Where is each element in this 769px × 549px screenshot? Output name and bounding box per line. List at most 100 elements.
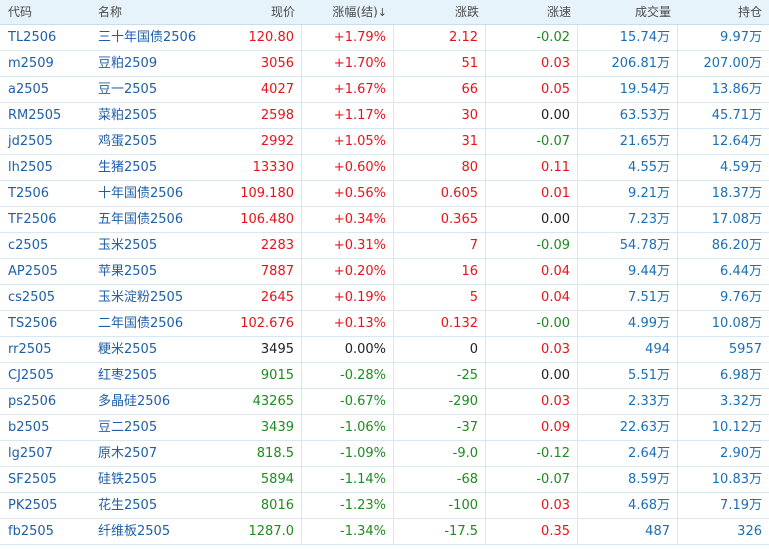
header-pct-change[interactable]: 涨幅(结)↓ [302, 0, 394, 24]
table-row[interactable]: CJ2505 红枣2505 9015 -0.28% -25 0.00 5.51万 6.98万 [0, 363, 769, 389]
name-cell: 十年国债2506 [98, 186, 184, 201]
pct-change-cell: +0.13% [302, 311, 394, 336]
price-cell: 7887 [210, 259, 302, 284]
price-cell: 1287.0 [210, 519, 302, 544]
code-cell: jd2505 [8, 134, 53, 149]
price-cell: 2645 [210, 285, 302, 310]
speed-cell: 0.11 [486, 155, 578, 180]
price-cell: 9015 [210, 363, 302, 388]
table-row[interactable]: jd2505 鸡蛋2505 2992 +1.05% 31 -0.07 21.65万 12.64… [0, 129, 769, 155]
change-cell: 51 [394, 51, 486, 76]
volume-cell: 9.21万 [578, 181, 678, 206]
change-cell: -100 [394, 493, 486, 518]
name-cell: 硅铁2505 [98, 472, 158, 487]
volume-cell: 54.78万 [578, 233, 678, 258]
change-cell: -37 [394, 415, 486, 440]
name-cell: 三十年国债2506 [98, 30, 197, 45]
header-open-interest[interactable]: 持仓 [737, 5, 762, 19]
header-price[interactable]: 现价 [270, 5, 295, 19]
volume-cell: 2.33万 [578, 389, 678, 414]
header-volume[interactable]: 成交量 [634, 5, 671, 19]
table-row[interactable]: rr2505 粳米2505 3495 0.00% 0 0.03 494 5957 [0, 337, 769, 363]
pct-change-cell: -0.28% [302, 363, 394, 388]
volume-cell: 4.55万 [578, 155, 678, 180]
table-row[interactable]: m2509 豆粕2509 3056 +1.70% 51 0.03 206.81万 207.00… [0, 51, 769, 77]
table-row[interactable]: PK2505 花生2505 8016 -1.23% -100 0.03 4.68万 7.19万 [0, 493, 769, 519]
price-cell: 120.80 [210, 25, 302, 50]
open-interest-cell: 6.44万 [720, 264, 762, 279]
table-row[interactable]: c2505 玉米2505 2283 +0.31% 7 -0.09 54.78万 86.20万 [0, 233, 769, 259]
table-row[interactable]: TL2506 三十年国债2506 120.80 +1.79% 2.12 -0.02 15.7… [0, 25, 769, 51]
table-row[interactable]: fb2505 纤维板2505 1287.0 -1.34% -17.5 0.35 487 326 [0, 519, 769, 545]
pct-change-cell: +0.56% [302, 181, 394, 206]
name-cell: 苹果2505 [98, 264, 158, 279]
table-row[interactable]: TS2506 二年国债2506 102.676 +0.13% 0.132 -0.00 4.9… [0, 311, 769, 337]
speed-cell: 0.03 [486, 337, 578, 362]
speed-cell: 0.00 [486, 103, 578, 128]
header-code[interactable]: 代码 [8, 5, 33, 19]
name-cell: 菜粕2505 [98, 108, 158, 123]
open-interest-cell: 9.97万 [720, 30, 762, 45]
header-change[interactable]: 涨跌 [454, 5, 479, 19]
header-speed[interactable]: 涨速 [546, 5, 571, 19]
price-cell: 4027 [210, 77, 302, 102]
code-cell: TL2506 [8, 30, 57, 45]
speed-cell: -0.07 [486, 129, 578, 154]
table-row[interactable]: RM2505 菜粕2505 2598 +1.17% 30 0.00 63.53万 45.71万 [0, 103, 769, 129]
price-cell: 102.676 [210, 311, 302, 336]
name-cell: 原木2507 [98, 446, 158, 461]
change-cell: -9.0 [394, 441, 486, 466]
open-interest-cell: 13.86万 [711, 82, 762, 97]
change-cell: -68 [394, 467, 486, 492]
code-cell: RM2505 [8, 108, 62, 123]
table-row[interactable]: cs2505 玉米淀粉2505 2645 +0.19% 5 0.04 7.51万 9.76万 [0, 285, 769, 311]
header-pct-label: 涨幅(结) [332, 5, 378, 19]
name-cell: 玉米2505 [98, 238, 158, 253]
volume-cell: 22.63万 [578, 415, 678, 440]
open-interest-cell: 45.71万 [711, 108, 762, 123]
table-row[interactable]: b2505 豆二2505 3439 -1.06% -37 0.09 22.63万 10.12万 [0, 415, 769, 441]
change-cell: 2.12 [394, 25, 486, 50]
table-row[interactable]: AP2505 苹果2505 7887 +0.20% 16 0.04 9.44万 6.44万 [0, 259, 769, 285]
pct-change-cell: +0.34% [302, 207, 394, 232]
header-name[interactable]: 名称 [98, 5, 123, 19]
code-cell: rr2505 [8, 342, 52, 357]
code-cell: TS2506 [8, 316, 58, 331]
volume-cell: 4.99万 [578, 311, 678, 336]
volume-cell: 63.53万 [578, 103, 678, 128]
table-row[interactable]: lh2505 生猪2505 13330 +0.60% 80 0.11 4.55万 4.59万 [0, 155, 769, 181]
open-interest-cell: 10.83万 [711, 472, 762, 487]
open-interest-cell: 4.59万 [720, 160, 762, 175]
pct-change-cell: -1.09% [302, 441, 394, 466]
table-row[interactable]: T2506 十年国债2506 109.180 +0.56% 0.605 0.01 9.21万… [0, 181, 769, 207]
table-row[interactable]: a2505 豆一2505 4027 +1.67% 66 0.05 19.54万 13.86万 [0, 77, 769, 103]
price-cell: 2992 [210, 129, 302, 154]
speed-cell: 0.03 [486, 51, 578, 76]
table-row[interactable]: ps2506 多晶硅2506 43265 -0.67% -290 0.03 2.33万 3.3… [0, 389, 769, 415]
price-cell: 3495 [210, 337, 302, 362]
price-cell: 2598 [210, 103, 302, 128]
name-cell: 粳米2505 [98, 342, 158, 357]
pct-change-cell: 0.00% [302, 337, 394, 362]
volume-cell: 8.59万 [578, 467, 678, 492]
change-cell: 0.605 [394, 181, 486, 206]
speed-cell: 0.00 [486, 207, 578, 232]
speed-cell: 0.03 [486, 389, 578, 414]
open-interest-cell: 10.12万 [711, 420, 762, 435]
table-row[interactable]: TF2506 五年国债2506 106.480 +0.34% 0.365 0.00 7.23… [0, 207, 769, 233]
name-cell: 纤维板2505 [98, 524, 171, 539]
pct-change-cell: -1.23% [302, 493, 394, 518]
price-cell: 13330 [210, 155, 302, 180]
price-cell: 3439 [210, 415, 302, 440]
table-row[interactable]: SF2505 硅铁2505 5894 -1.14% -68 -0.07 8.59万 10.83… [0, 467, 769, 493]
volume-cell: 9.44万 [578, 259, 678, 284]
sort-desc-icon: ↓ [377, 6, 387, 19]
pct-change-cell: -1.14% [302, 467, 394, 492]
table-row[interactable]: lg2507 原木2507 818.5 -1.09% -9.0 -0.12 2.64万 2.9… [0, 441, 769, 467]
name-cell: 玉米淀粉2505 [98, 290, 184, 305]
volume-cell: 21.65万 [578, 129, 678, 154]
open-interest-cell: 86.20万 [711, 238, 762, 253]
code-cell: T2506 [8, 186, 50, 201]
change-cell: 0.132 [394, 311, 486, 336]
pct-change-cell: +0.31% [302, 233, 394, 258]
